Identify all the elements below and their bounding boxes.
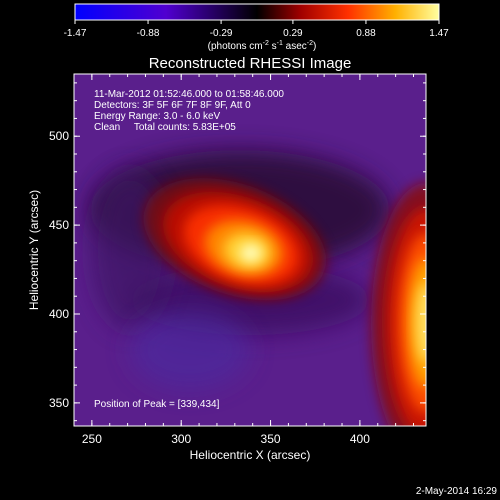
colorbar-ticks: -1.47 -0.88 -0.29 0.29 0.88 1.47	[64, 20, 449, 39]
x-axis-ticks: 250 300 350 400	[73, 74, 414, 446]
clean-counts-text: Clean Total counts: 5.83E+05	[94, 122, 236, 133]
colorbar-tick-label: 0.88	[356, 28, 376, 39]
source-contour-layer	[416, 282, 426, 363]
colorbar	[74, 3, 440, 21]
flare-source-main	[143, 178, 327, 301]
colorbar-tick-label: 1.47	[429, 28, 449, 39]
colorbar-tick-label: -1.47	[64, 28, 87, 39]
source-contour-layer	[239, 244, 262, 263]
colorbar-tick-label: -0.88	[137, 28, 160, 39]
energy-range-text: Energy Range: 3.0 - 6.0 keV	[94, 111, 221, 122]
x-tick-label: 250	[82, 432, 102, 446]
peak-position-text: Position of Peak = [339,434]	[94, 399, 220, 410]
x-tick-label: 400	[350, 432, 370, 446]
colorbar-tick-label: -0.29	[210, 28, 233, 39]
y-tick-label: 450	[49, 218, 69, 232]
x-tick-label: 300	[171, 432, 191, 446]
y-tick-label: 350	[49, 396, 69, 410]
flare-source-right	[371, 182, 426, 426]
colorbar-tick-label: 0.29	[283, 28, 303, 39]
y-tick-label: 500	[49, 129, 69, 143]
chart-title: Reconstructed RHESSI Image	[149, 55, 352, 72]
heatmap-image	[74, 74, 426, 426]
y-axis-ticks: 350 400 450 500	[49, 82, 426, 422]
y-tick-label: 400	[49, 307, 69, 321]
colorbar-unit-label: (photons cm-2 s-1 asec-2)	[208, 40, 317, 52]
time-range-text: 11-Mar-2012 01:52:46.000 to 01:58:46.000	[94, 89, 284, 100]
y-axis-label: Heliocentric Y (arcsec)	[27, 190, 41, 310]
detectors-text: Detectors: 3F 5F 6F 7F 8F 9F, Att 0	[94, 100, 251, 111]
footer-date: 2-May-2014 16:29	[416, 486, 498, 497]
plot-frame	[73, 73, 427, 427]
x-axis-label: Heliocentric X (arcsec)	[190, 448, 311, 462]
x-tick-label: 350	[261, 432, 281, 446]
